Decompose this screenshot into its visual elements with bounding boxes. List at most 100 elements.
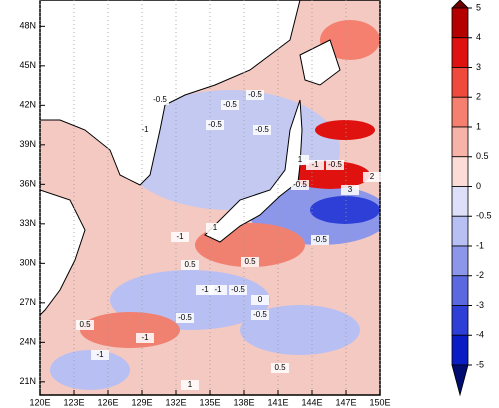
contour-label: -0.5 xyxy=(223,100,237,109)
contour-label: 3 xyxy=(348,185,353,194)
colorbar-box xyxy=(451,126,469,158)
field-blob xyxy=(320,20,380,60)
y-tick-label: 45N xyxy=(19,60,36,70)
colorbar-box xyxy=(451,7,469,39)
x-tick-label: 147E xyxy=(335,397,356,407)
contour-label: 0 xyxy=(258,295,263,304)
x-tick-label: 126E xyxy=(97,397,118,407)
colorbar-label: -4 xyxy=(476,330,484,340)
field-blob xyxy=(310,196,380,224)
contour-label: -0.5 xyxy=(293,180,307,189)
contour-label-bg xyxy=(221,100,239,110)
contour-label-bg xyxy=(341,185,359,195)
contour-label: -1 xyxy=(214,285,222,294)
contour-label-bg xyxy=(181,260,199,270)
contour-label-bg xyxy=(91,350,109,360)
x-tick-label: 150E xyxy=(369,397,390,407)
contour-label: -0.5 xyxy=(328,160,342,169)
contour-label-bg xyxy=(151,95,169,105)
y-tick-label: 36N xyxy=(19,179,36,189)
land-mainland xyxy=(40,0,301,186)
contour-label: -1 xyxy=(141,125,149,134)
contour-label-bg xyxy=(209,285,227,295)
contour-label: -1 xyxy=(311,160,319,169)
contour-label-bg xyxy=(291,180,309,190)
contour-label-bg xyxy=(136,125,154,135)
contour-label: -0.5 xyxy=(178,313,192,322)
contour-label-bg xyxy=(206,223,224,233)
colorbar-box xyxy=(451,334,469,366)
colorbar-label: -2 xyxy=(476,270,484,280)
contour-label: -0.5 xyxy=(231,285,245,294)
contour-label-bg xyxy=(76,320,94,330)
field-blob xyxy=(315,120,375,140)
x-tick-label: 141E xyxy=(267,397,288,407)
land-hokkaido xyxy=(299,39,341,86)
x-tick-label: 123E xyxy=(63,397,84,407)
y-tick-label: 33N xyxy=(19,218,36,228)
colorbar-triangle-top xyxy=(451,0,469,9)
contour-label-bg xyxy=(271,363,289,373)
contour-label-bg xyxy=(229,285,247,295)
field-blob xyxy=(50,350,130,390)
colorbar-box xyxy=(451,186,469,217)
contour-label-bg xyxy=(363,172,381,182)
colorbar-box xyxy=(451,275,469,306)
colorbar-label: -0.5 xyxy=(476,211,492,221)
contour-label: 0.5 xyxy=(244,257,256,266)
x-tick-label: 135E xyxy=(199,397,220,407)
contour-label-bg xyxy=(246,90,264,100)
contour-label-bg xyxy=(171,232,189,242)
y-tick-label: 27N xyxy=(19,297,36,307)
colorbar-box xyxy=(451,245,469,277)
map-field xyxy=(40,0,380,395)
contour-label-bg xyxy=(251,295,269,305)
contour-label: -1 xyxy=(176,232,184,241)
contour-label-bg xyxy=(241,257,259,267)
contour-label-bg xyxy=(181,380,199,390)
contour-label: -0.5 xyxy=(255,125,269,134)
contour-label: 0.5 xyxy=(274,363,286,372)
colorbar-box xyxy=(451,305,469,336)
colorbar-label: 0.5 xyxy=(476,151,489,161)
contour-label-bg xyxy=(206,120,224,130)
colorbar-label: 3 xyxy=(476,62,481,72)
contour-label: -1 xyxy=(201,285,209,294)
colorbar-box xyxy=(451,96,469,128)
colorbar-label: 4 xyxy=(476,32,481,42)
colorbar-label: 2 xyxy=(476,92,481,102)
contour-label-bg xyxy=(196,285,214,295)
colorbar-label: 5 xyxy=(476,2,481,12)
colorbar-label: -3 xyxy=(476,300,484,310)
contour-label: 0.5 xyxy=(79,320,91,329)
contour-label-bg xyxy=(306,160,324,170)
contour-label: 1 xyxy=(213,223,218,232)
contour-label: -0.5 xyxy=(253,310,267,319)
colorbar-label: -5 xyxy=(476,359,484,369)
contour-label-bg xyxy=(176,313,194,323)
colorbar-label: -1 xyxy=(476,240,484,250)
colorbar-box xyxy=(451,67,469,98)
colorbar-box xyxy=(451,156,469,187)
x-tick-label: 138E xyxy=(233,397,254,407)
field-blob xyxy=(240,305,360,355)
contour-label: 1 xyxy=(188,380,193,389)
x-tick-label: 144E xyxy=(301,397,322,407)
colorbar-label: 0 xyxy=(476,181,481,191)
contour-label-bg xyxy=(136,333,154,343)
land-china-coast xyxy=(40,189,86,316)
contour-label-bg xyxy=(326,160,344,170)
colorbar-box xyxy=(451,215,469,247)
y-tick-label: 30N xyxy=(19,258,36,268)
contour-label-bg xyxy=(253,125,271,135)
y-tick-label: 39N xyxy=(19,139,36,149)
y-tick-label: 21N xyxy=(19,376,36,386)
contour-label-bg xyxy=(251,310,269,320)
contour-label: -1 xyxy=(141,333,149,342)
contour-label: 2 xyxy=(370,172,375,181)
contour-label: 0.5 xyxy=(184,260,196,269)
x-tick-label: 120E xyxy=(29,397,50,407)
contour-label: 1 xyxy=(298,155,303,164)
x-tick-label: 132E xyxy=(165,397,186,407)
